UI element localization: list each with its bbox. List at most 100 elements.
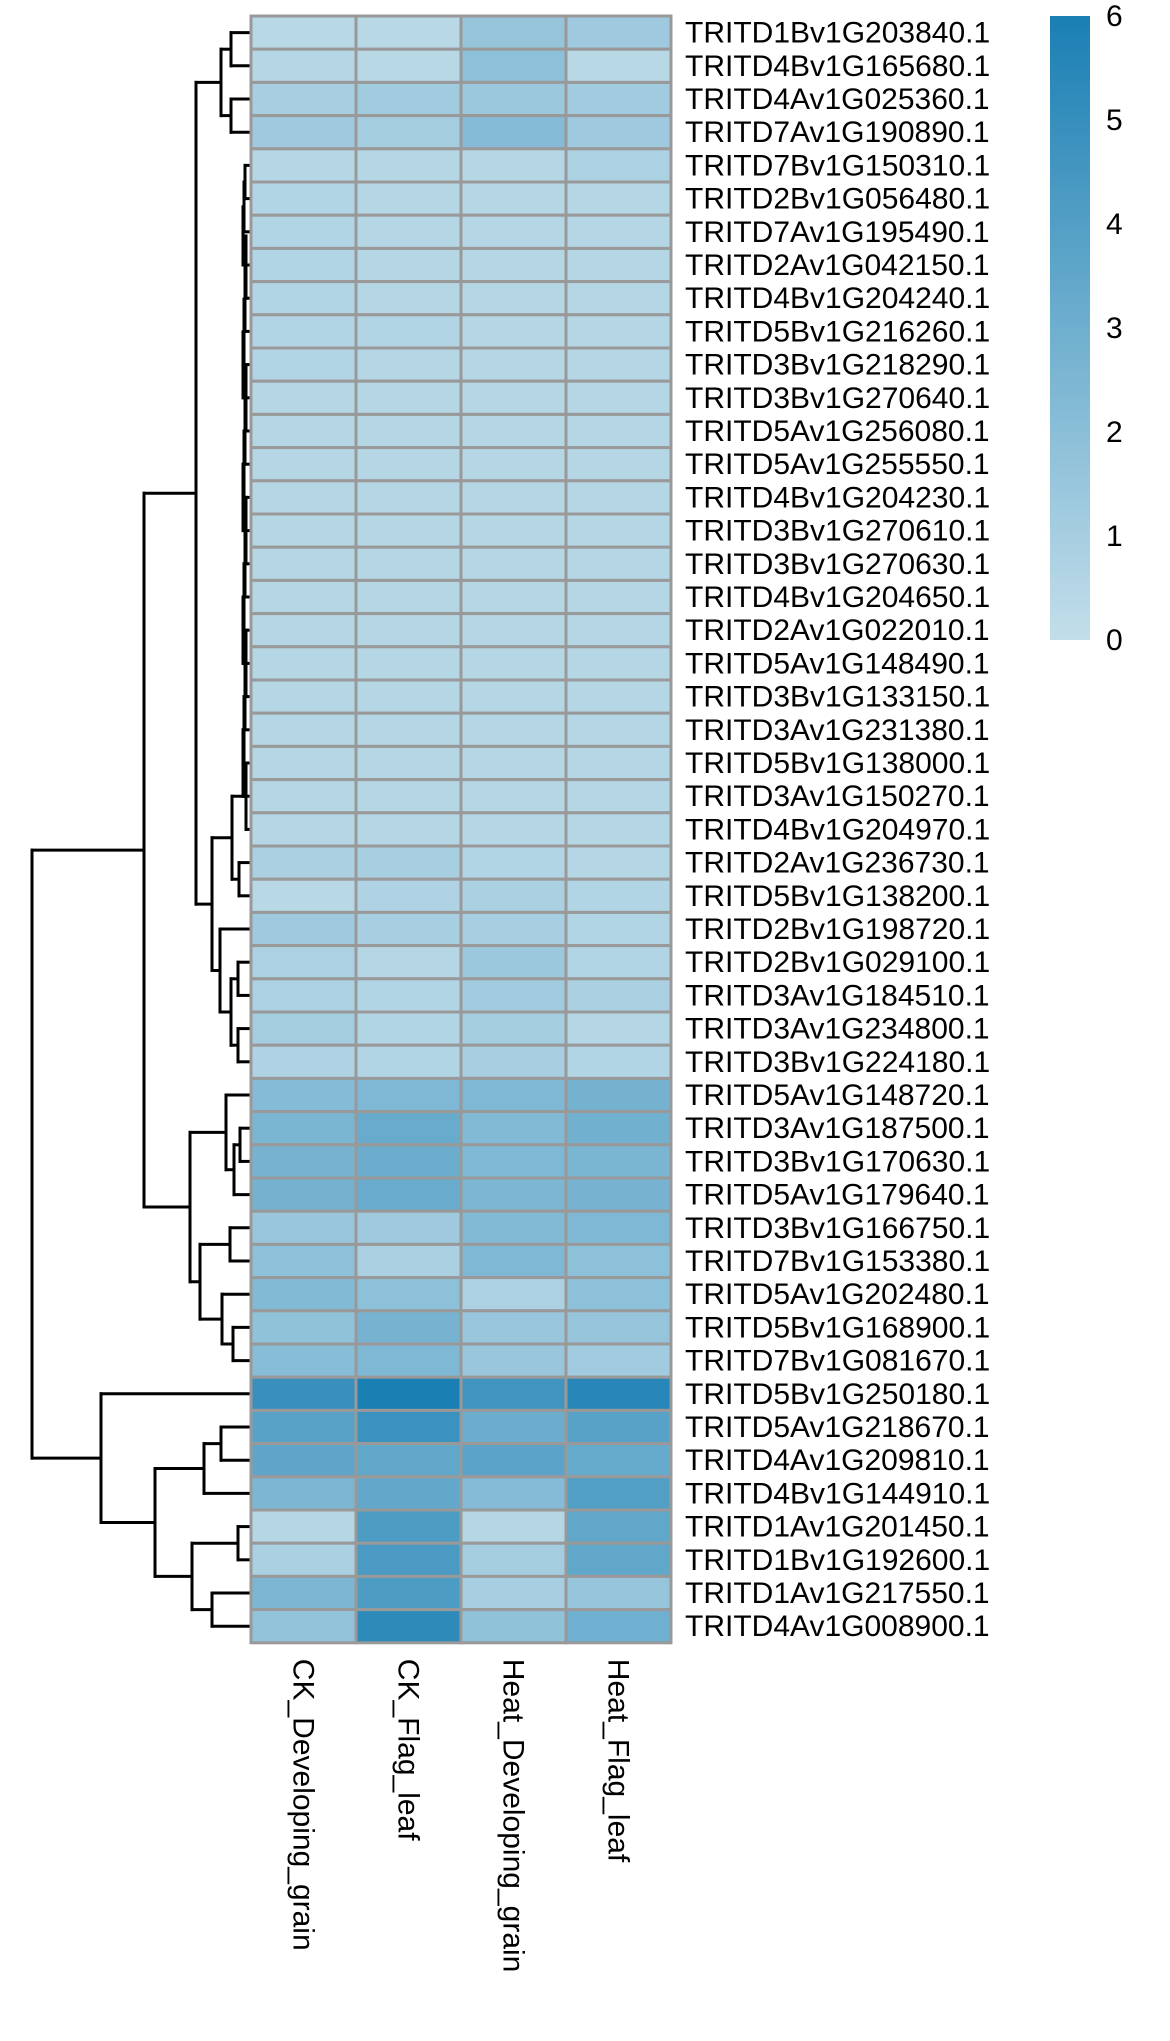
heatmap-cell: [459, 1475, 568, 1512]
column-label: CK_Flag_leaf: [392, 1659, 425, 1841]
colorbar-tick-label: 4: [1106, 208, 1123, 241]
row-label: TRITD4Av1G008900.1: [685, 1610, 990, 1643]
heatmap-cell: [564, 910, 673, 948]
heatmap-cell: [564, 877, 673, 914]
row-label: TRITD3Bv1G270630.1: [685, 548, 990, 581]
heatmap-cell: [249, 578, 358, 616]
row-label: TRITD4Bv1G204650.1: [685, 581, 990, 614]
colorbar-tick-label: 5: [1106, 104, 1123, 137]
color-legend: 0 1 2 3 4 5 6: [1050, 0, 1123, 657]
heatmap-cell: [564, 1010, 673, 1047]
heatmap-cell: [249, 612, 358, 649]
row-label: TRITD1Bv1G192600.1: [685, 1544, 990, 1577]
heatmap-cell: [249, 114, 358, 151]
heatmap-cells: [249, 14, 673, 1645]
row-label: TRITD3Bv1G133150.1: [685, 681, 990, 714]
heatmap-cell: [564, 346, 673, 383]
column-label: Heat_Flag_leaf: [602, 1659, 635, 1863]
row-label: TRITD5Av1G148720.1: [685, 1079, 990, 1112]
heatmap-cell: [459, 80, 568, 118]
heatmap-cell: [249, 512, 358, 549]
row-label: TRITD5Av1G148490.1: [685, 647, 990, 680]
heatmap-cell: [459, 1242, 568, 1280]
row-label: TRITD7Bv1G153380.1: [685, 1245, 990, 1278]
row-label: TRITD2Av1G022010.1: [685, 614, 990, 647]
row-label: TRITD3Av1G184510.1: [685, 979, 990, 1012]
heatmap-cell: [354, 1010, 463, 1047]
heatmap-cell: [459, 213, 568, 250]
heatmap-cell: [459, 313, 568, 350]
colorbar-tick-label: 6: [1106, 0, 1123, 33]
row-label: TRITD4Av1G025360.1: [685, 83, 990, 116]
heatmap-cell: [564, 1176, 673, 1213]
heatmap-cell: [459, 1608, 568, 1645]
row-label: TRITD7Bv1G150310.1: [685, 149, 990, 182]
heatmap-cell: [459, 1043, 568, 1080]
heatmap-cell: [249, 1508, 358, 1545]
row-label: TRITD4Bv1G204240.1: [685, 282, 990, 315]
heatmap-cell: [249, 14, 358, 51]
heatmap-cell: [354, 14, 463, 51]
row-label: TRITD7Av1G190890.1: [685, 116, 990, 149]
heatmap-cell: [564, 1342, 673, 1379]
row-label: TRITD3Bv1G170630.1: [685, 1145, 990, 1178]
heatmap-cell: [459, 910, 568, 948]
heatmap-cell: [354, 1176, 463, 1213]
heatmap-cell: [354, 1475, 463, 1512]
heatmap-cell: [459, 1276, 568, 1313]
heatmap-cell: [249, 479, 358, 516]
colorbar-tick-label: 1: [1106, 520, 1123, 553]
row-label: TRITD5Bv1G138000.1: [685, 747, 990, 780]
heatmap-cell: [564, 114, 673, 151]
heatmap-cell: [354, 479, 463, 516]
heatmap-cell: [354, 1574, 463, 1612]
heatmap-cell: [354, 1209, 463, 1246]
row-label: TRITD3Bv1G224180.1: [685, 1046, 990, 1079]
heatmap-cell: [459, 944, 568, 981]
heatmap-cell: [249, 678, 358, 715]
colorbar-tick-label: 3: [1106, 312, 1123, 345]
heatmap-cell: [354, 1043, 463, 1080]
heatmap-cell: [459, 877, 568, 914]
heatmap-cell: [249, 1541, 358, 1578]
heatmap-cell: [354, 678, 463, 715]
heatmap-cell: [354, 512, 463, 549]
heatmap-cell: [564, 180, 673, 217]
heatmap-cell: [564, 1242, 673, 1280]
heatmap-cell: [459, 412, 568, 450]
heatmap-cell: [459, 678, 568, 715]
heatmap-cell: [459, 977, 568, 1014]
column-label: CK_Developing_grain: [287, 1659, 320, 1951]
heatmap-cell: [564, 213, 673, 250]
heatmap-cell: [564, 1276, 673, 1313]
heatmap-cell: [354, 645, 463, 682]
heatmap-cell: [354, 379, 463, 416]
heatmap-cell: [249, 1076, 358, 1114]
row-label: TRITD4Bv1G204970.1: [685, 813, 990, 846]
heatmap-cell: [249, 811, 358, 848]
row-label: TRITD1Av1G201450.1: [685, 1511, 990, 1544]
heatmap-cell: [564, 379, 673, 416]
heatmap-cell: [459, 280, 568, 317]
row-label: TRITD1Bv1G203840.1: [685, 17, 990, 50]
heatmap-cell: [249, 1043, 358, 1080]
heatmap-cell: [564, 412, 673, 450]
row-label: TRITD5Bv1G138200.1: [685, 880, 990, 913]
heatmap-cell: [354, 1342, 463, 1379]
heatmap-cell: [249, 645, 358, 682]
heatmap-cell: [564, 1608, 673, 1645]
heatmap-cell: [564, 1442, 673, 1479]
colorbar-tick-label: 0: [1106, 624, 1123, 657]
heatmap-cell: [249, 711, 358, 748]
heatmap-cell: [564, 1508, 673, 1545]
heatmap-cell: [249, 1442, 358, 1479]
heatmap-cell: [249, 246, 358, 284]
heatmap-cell: [354, 944, 463, 981]
heatmap-cell: [459, 446, 568, 483]
heatmap-cell: [564, 1309, 673, 1346]
heatmap-cell: [459, 246, 568, 284]
row-label: TRITD2Av1G042150.1: [685, 249, 990, 282]
heatmap-cell: [354, 578, 463, 616]
heatmap-cell: [564, 578, 673, 616]
heatmap-cell: [249, 1209, 358, 1246]
